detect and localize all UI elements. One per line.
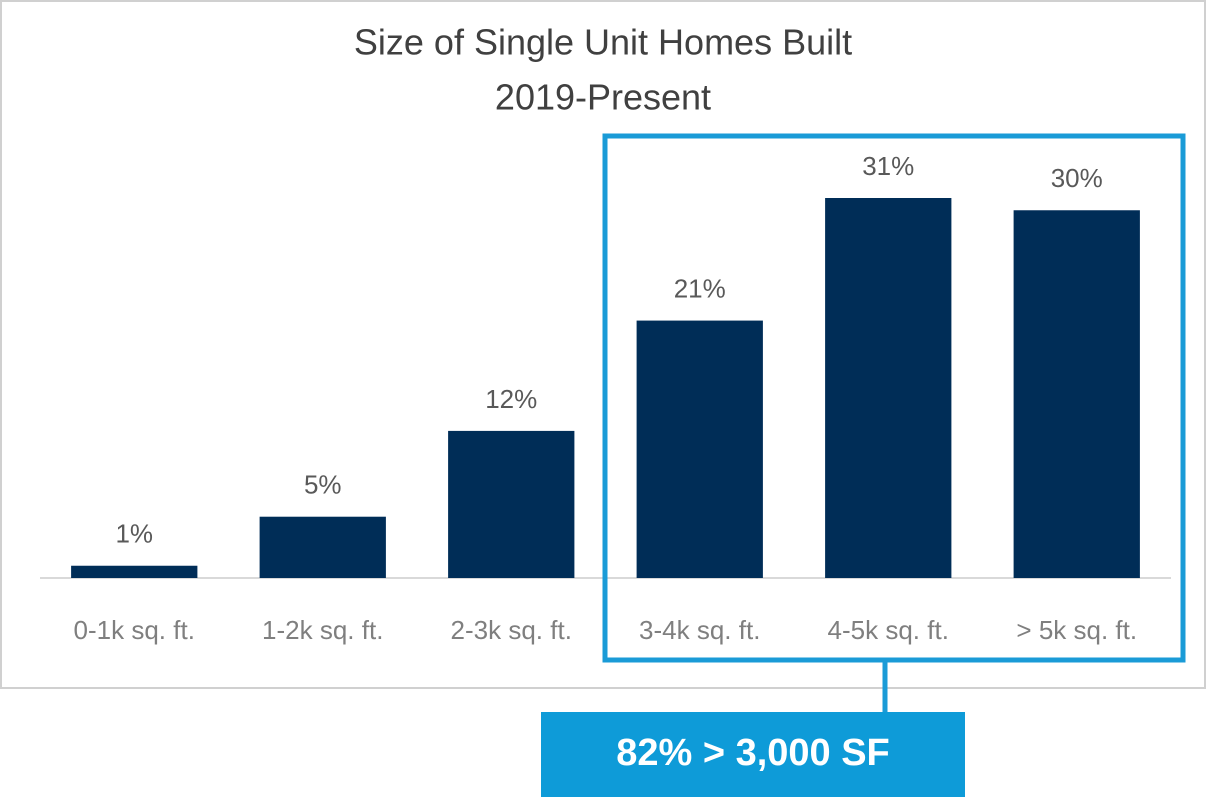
annotation: 82% > 3,000 SF: [616, 732, 890, 774]
x-tick-label: 1-2k sq. ft.: [262, 615, 383, 645]
data-label: 12%: [485, 384, 537, 414]
plot: 0-1k sq. ft. 1% 1-2k sq. ft. 5% 2-3k sq. ft.…: [40, 151, 1171, 645]
data-label: 5%: [304, 470, 342, 500]
x-tick-label: 0-1k sq. ft.: [74, 615, 195, 645]
x-tick-label: 2-3k sq. ft.: [451, 615, 572, 645]
data-label: 21%: [674, 273, 726, 303]
bar: [825, 198, 952, 578]
annotation-box: [541, 712, 965, 797]
bar: [71, 565, 198, 578]
chart-title: Size of Single Unit Homes Built: [354, 22, 852, 63]
x-tick-label: > 5k sq. ft.: [1016, 615, 1137, 645]
chart-subtitle: 2019-Present: [495, 77, 711, 118]
data-label: 1%: [115, 519, 153, 549]
highlight-box: [602, 133, 1186, 663]
bar: [259, 516, 386, 578]
data-label: 30%: [1051, 163, 1103, 193]
x-tick-label: 3-4k sq. ft.: [639, 615, 760, 645]
bar: [1013, 210, 1140, 579]
bar: [636, 320, 763, 578]
data-label: 31%: [862, 151, 914, 181]
x-tick-label: 4-5k sq. ft.: [828, 615, 949, 645]
bar: [448, 430, 575, 578]
